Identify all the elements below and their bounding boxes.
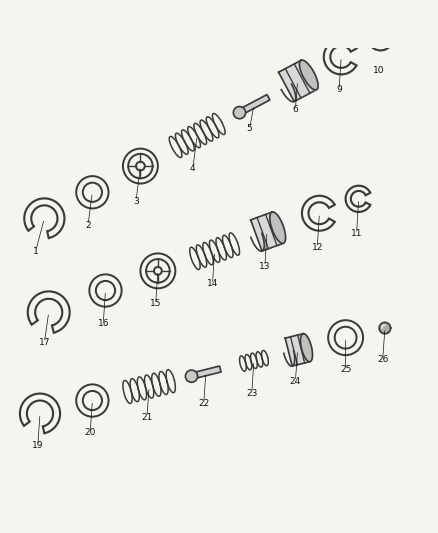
Circle shape — [233, 107, 246, 119]
Text: 23: 23 — [246, 389, 258, 398]
Text: 22: 22 — [198, 399, 209, 408]
Text: 6: 6 — [293, 105, 298, 114]
Text: 21: 21 — [141, 413, 153, 422]
Text: 12: 12 — [311, 243, 323, 252]
Text: 2: 2 — [85, 221, 91, 230]
Polygon shape — [279, 60, 317, 101]
Text: 3: 3 — [133, 197, 139, 206]
Text: 1: 1 — [33, 247, 39, 256]
Polygon shape — [379, 322, 391, 334]
Text: 19: 19 — [32, 441, 43, 450]
Text: 14: 14 — [207, 279, 218, 288]
Polygon shape — [251, 212, 283, 251]
Text: 5: 5 — [247, 125, 252, 133]
Text: 13: 13 — [259, 262, 271, 271]
Text: 20: 20 — [85, 428, 96, 437]
Polygon shape — [191, 366, 221, 379]
Text: 15: 15 — [150, 299, 162, 308]
Text: 25: 25 — [340, 366, 351, 375]
Polygon shape — [300, 60, 318, 90]
Circle shape — [185, 370, 198, 382]
Polygon shape — [238, 94, 270, 115]
Text: 11: 11 — [351, 229, 362, 238]
Polygon shape — [270, 212, 286, 244]
Polygon shape — [285, 334, 310, 366]
Text: 17: 17 — [39, 338, 50, 348]
Text: 24: 24 — [290, 377, 301, 386]
Text: 9: 9 — [336, 85, 342, 94]
Text: 26: 26 — [377, 355, 389, 364]
Polygon shape — [300, 334, 312, 362]
Text: 16: 16 — [98, 319, 109, 328]
Text: 4: 4 — [190, 164, 196, 173]
Text: 10: 10 — [373, 66, 384, 75]
